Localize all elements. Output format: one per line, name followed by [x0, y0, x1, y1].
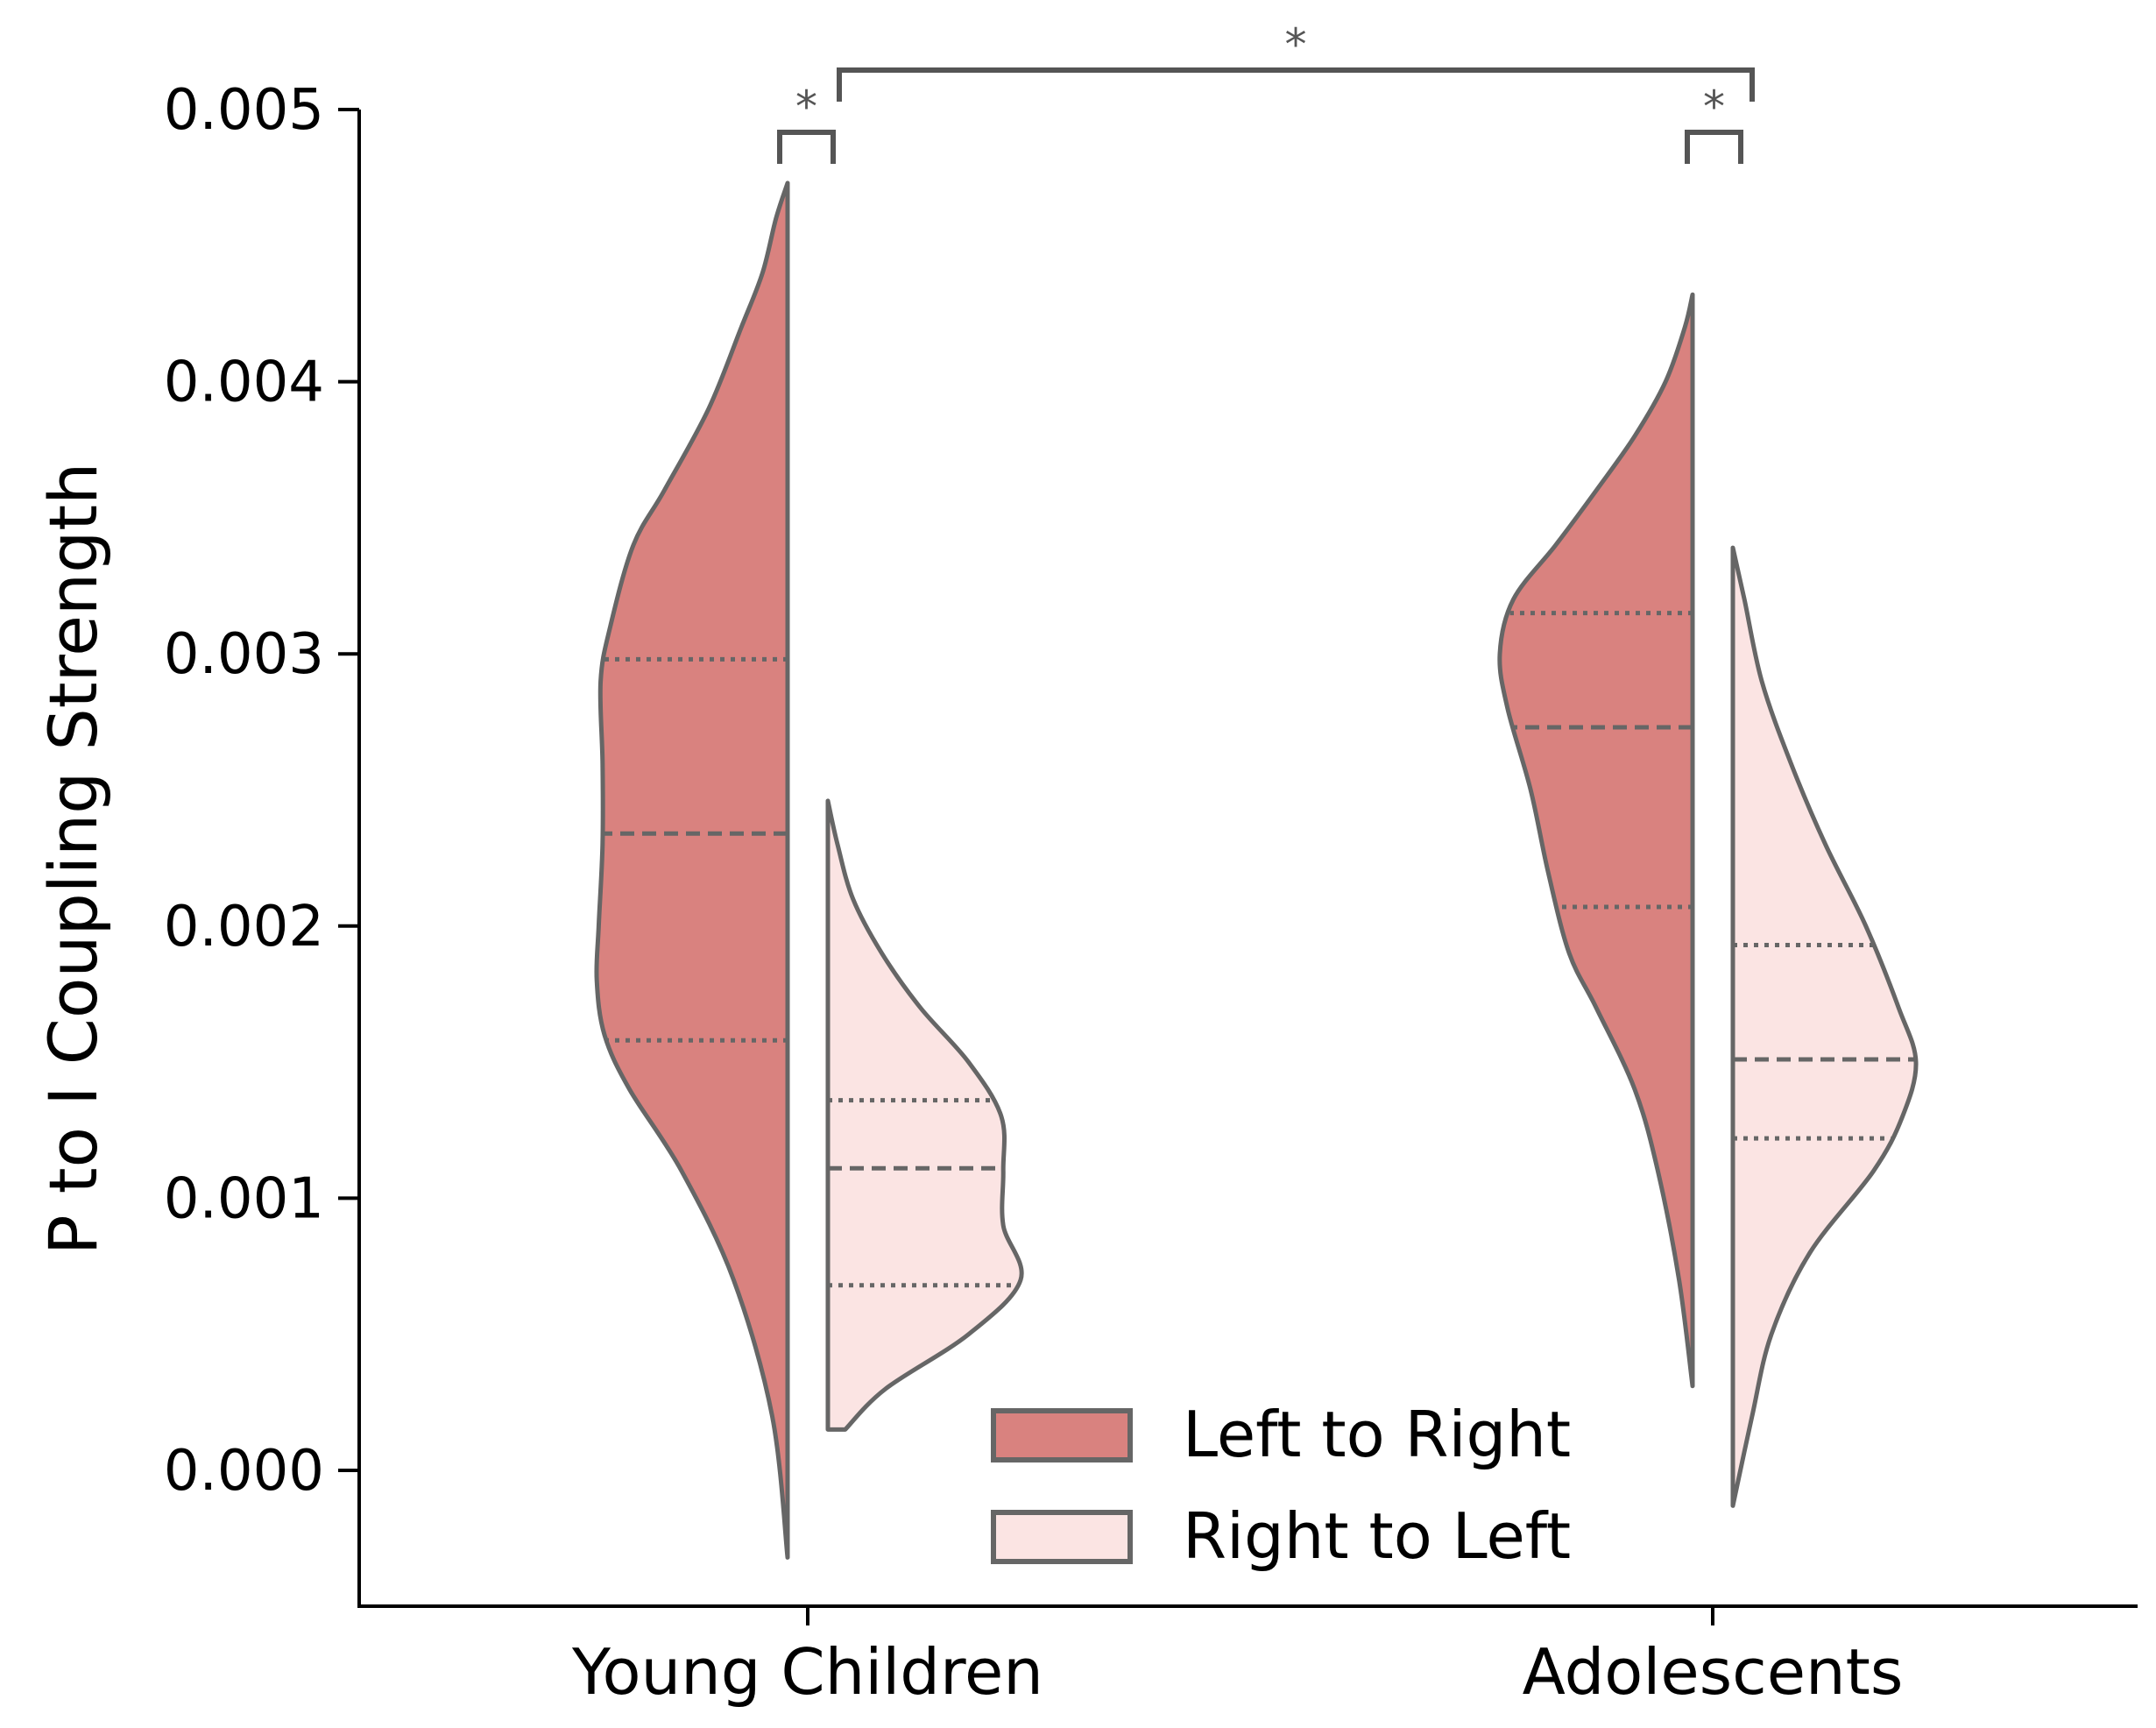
y-ticks: 0.000 0.001 0.002 0.003 0.004 0.005 — [164, 78, 359, 1504]
y-tick-label: 0.004 — [164, 351, 324, 415]
violin-left-to-right-young-children — [594, 181, 790, 1560]
y-axis-label: P to I Coupling Strength — [34, 463, 112, 1256]
bracket-between-groups-line — [837, 67, 1755, 102]
bracket-young-children-line — [777, 130, 836, 164]
legend-swatch — [991, 1510, 1133, 1564]
x-tick-label: Adolescents — [1523, 1635, 1904, 1709]
significance-star: * — [1285, 19, 1307, 70]
bracket-adolescents-line — [1685, 130, 1743, 164]
bracket-adolescents: * — [1685, 81, 1743, 164]
legend-label: Left to Right — [1183, 1398, 1571, 1471]
violins-layer — [594, 181, 1919, 1560]
significance-brackets: * * * — [777, 19, 1755, 164]
bracket-young-children: * — [777, 81, 836, 164]
violin-right-to-left-adolescents — [1730, 545, 1919, 1508]
significance-star: * — [1703, 81, 1725, 132]
legend: Left to Right Right to Left — [991, 1398, 1571, 1573]
y-tick-label: 0.000 — [164, 1439, 324, 1504]
bracket-between-groups: * — [837, 19, 1755, 102]
violin-left-to-right-adolescents — [1497, 292, 1695, 1389]
y-tick-label: 0.003 — [164, 622, 324, 687]
significance-star: * — [795, 81, 817, 132]
legend-label: Right to Left — [1183, 1499, 1571, 1573]
y-tick-label: 0.005 — [164, 78, 324, 143]
y-tick-label: 0.002 — [164, 895, 324, 960]
legend-swatch — [991, 1408, 1133, 1462]
quartile-lines-layer — [602, 611, 1916, 1288]
y-tick-label: 0.001 — [164, 1166, 324, 1231]
violin-right-to-left-young-children — [825, 798, 1024, 1432]
x-ticks: Young Children Adolescents — [571, 1606, 1903, 1709]
x-tick-label: Young Children — [571, 1635, 1043, 1709]
